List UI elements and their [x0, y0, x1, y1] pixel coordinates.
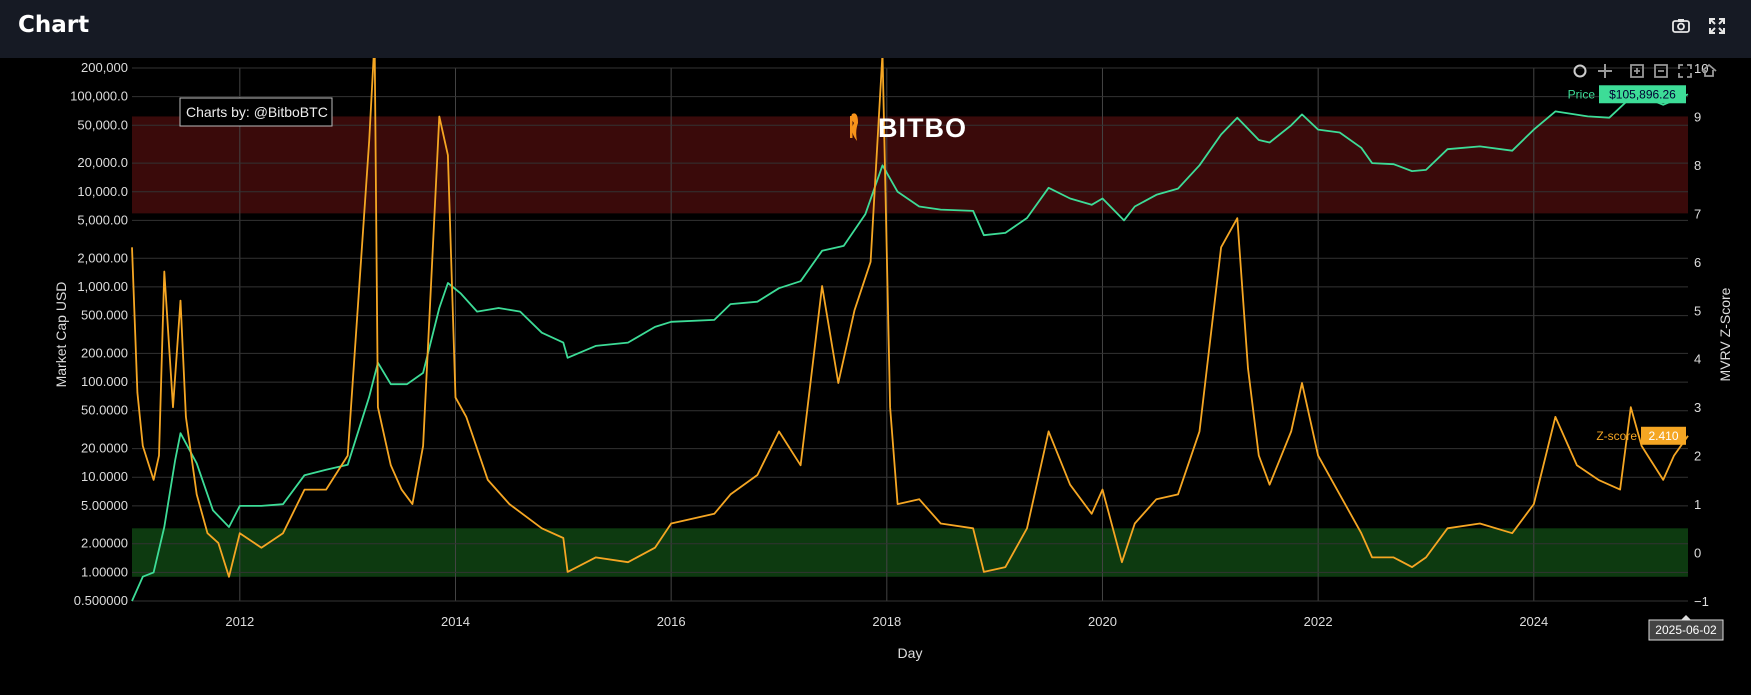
y-tick-label: 0.500000 — [74, 593, 128, 608]
pan-icon[interactable] — [1598, 64, 1612, 78]
y2-tick-label: −1 — [1694, 594, 1709, 609]
y2-tick-label: 0 — [1694, 546, 1701, 561]
bitbo-logo-icon — [851, 113, 858, 141]
watermark-text: BITBO — [878, 113, 967, 143]
y-tick-label: 1.00000 — [81, 564, 128, 579]
autoscale-icon[interactable] — [1678, 64, 1692, 78]
x-tick-label: 2024 — [1519, 614, 1548, 629]
fullscreen-icon[interactable] — [1707, 16, 1727, 36]
y-axis-title: Market Cap USD — [53, 282, 69, 388]
y2-tick-label: 7 — [1694, 206, 1701, 221]
header-actions — [1671, 16, 1727, 36]
x-tick-label: 2022 — [1304, 614, 1333, 629]
x-tick-label: 2018 — [872, 614, 901, 629]
zscore-series-name: Z-score — [1596, 429, 1637, 443]
hover-date-label: 2025-06-02 — [1655, 623, 1717, 637]
y2-axis-title: MVRV Z-Score — [1717, 287, 1733, 381]
x-tick-label: 2020 — [1088, 614, 1117, 629]
zscore-series-line — [131, 37, 1689, 578]
zscore-value-badge — [1641, 426, 1686, 445]
y-tick-label: 20,000.0 — [77, 155, 128, 170]
y2-tick-label: 3 — [1694, 400, 1701, 415]
zscore-value-label: 2.410 — [1648, 429, 1678, 443]
mvrv-chart[interactable]: 2012 2014 2016 2018 2020 2022 2024200,000100,0… — [0, 37, 1751, 690]
x-tick-label: 2016 — [657, 614, 686, 629]
zoom-icon[interactable] — [1573, 64, 1587, 78]
price-series-name: Price — [1568, 87, 1596, 101]
y-tick-label: 50,000.0 — [77, 117, 128, 132]
y-tick-label: 2,000.00 — [77, 250, 128, 265]
y-tick-label: 500.000 — [81, 308, 128, 323]
y2-tick-label: 9 — [1694, 109, 1701, 124]
price-value-label: $105,896.26 — [1609, 87, 1676, 101]
x-tick-label: 2014 — [441, 614, 470, 629]
y2-tick-label: 2 — [1694, 449, 1701, 464]
zoom-out-icon[interactable] — [1654, 64, 1668, 78]
y-tick-label: 5,000.00 — [77, 212, 128, 227]
hover-date-badge — [1648, 619, 1724, 641]
y2-tick-label: 1 — [1694, 497, 1701, 512]
app-header: Chart — [0, 0, 1751, 59]
y2-tick-label: 6 — [1694, 255, 1701, 270]
chart-panel: 2012 2014 2016 2018 2020 2022 2024 200,000 100,0… — [0, 37, 1751, 690]
y2-tick-label: 4 — [1694, 352, 1701, 367]
y-tick-label: 50.0000 — [81, 403, 128, 418]
y-tick-label: 200.000 — [81, 345, 128, 360]
y2-tick-label: 5 — [1694, 303, 1701, 318]
y-tick-label: 100,000.0 — [70, 89, 128, 104]
x-tick-label: 2012 — [225, 614, 254, 629]
y-tick-label: 100.000 — [81, 374, 128, 389]
credit-box — [179, 97, 333, 127]
green-zone-band — [132, 528, 1688, 577]
y-tick-label: 10.0000 — [81, 469, 128, 484]
y2-tick-label: 8 — [1694, 158, 1701, 173]
y-tick-label: 2.00000 — [81, 536, 128, 551]
page-title: Chart — [18, 12, 90, 38]
price-value-badge — [1599, 85, 1686, 104]
y-tick-label: 200,000 — [81, 60, 128, 75]
red-zone-band — [132, 116, 1688, 214]
y-tick-label: 20.0000 — [81, 441, 128, 456]
camera-icon[interactable] — [1671, 16, 1691, 36]
y-tick-label: 1,000.00 — [77, 279, 128, 294]
x-axis-title: Day — [898, 645, 923, 661]
reset-axes-icon[interactable] — [1701, 63, 1717, 77]
credit-text: Charts by: @BitboBTC — [186, 104, 328, 120]
y-tick-label: 10,000.0 — [77, 184, 128, 199]
zoom-in-icon[interactable] — [1630, 64, 1644, 78]
bitbo-logo-icon — [850, 116, 853, 138]
y-tick-label: 5.00000 — [81, 498, 128, 513]
